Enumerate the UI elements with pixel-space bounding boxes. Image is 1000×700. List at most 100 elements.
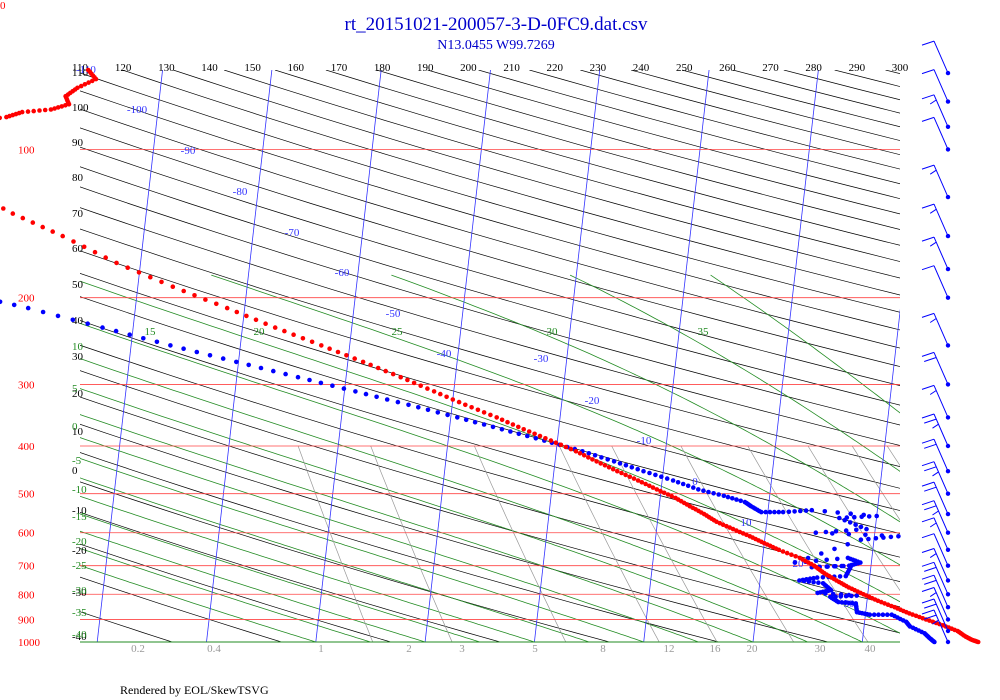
temperature-point: [92, 249, 98, 255]
dewpoint-point: [858, 524, 864, 530]
dewpoint-point: [873, 536, 879, 541]
temperature-point: [300, 336, 306, 341]
wind-barb-flag: [932, 619, 939, 625]
dewpoint-point: [814, 575, 820, 580]
temperature-point: [789, 552, 794, 557]
dewpoint-point: [592, 453, 598, 458]
dewpoint-point: [822, 509, 828, 514]
dewpoint-point: [832, 546, 837, 552]
dry-adiabat-label: 60: [72, 243, 84, 255]
dewpoint-point: [181, 346, 186, 352]
temperature-point: [390, 371, 396, 377]
dewpoint-point: [675, 480, 681, 485]
grid-layer: [80, 70, 900, 642]
temperature-point: [526, 429, 532, 434]
temperature-point: [606, 465, 612, 470]
top-axis-label: 120: [115, 62, 132, 74]
top-axis-label: 200: [460, 62, 477, 74]
dewpoint-point: [738, 498, 743, 504]
dewpoint-point: [730, 496, 735, 501]
wind-barb-point: [945, 70, 951, 76]
dewpoint-point: [168, 343, 173, 348]
temperature-point: [125, 265, 130, 271]
dry-adiabat-line: [80, 207, 900, 446]
wind-barb-flag: [929, 208, 937, 214]
mixing-ratio-label: 0.4: [207, 643, 221, 655]
top-axis-label: 130: [158, 62, 175, 74]
dewpoint-point: [395, 399, 401, 405]
dry-adiabat-line: [80, 272, 900, 511]
wind-barb-staff: [933, 562, 949, 595]
dewpoint-point: [586, 451, 592, 456]
temperature-point: [375, 365, 381, 371]
dewpoint-point: [843, 600, 848, 605]
mixing-ratio-label: 30: [815, 643, 827, 655]
wind-barb-flag: [929, 553, 937, 559]
temperature-point: [784, 550, 790, 556]
dewpoint-point: [40, 309, 46, 315]
wind-barb-flag: [921, 203, 935, 209]
dry-adiabat-line: [80, 423, 828, 642]
dry-adiabat-label: -40: [72, 631, 87, 643]
dewpoint-point: [481, 422, 487, 427]
dewpoint-point: [207, 353, 213, 358]
temperature-point: [643, 481, 648, 487]
dewpoint-point: [804, 577, 809, 582]
dry-adiabat-line: [80, 90, 900, 331]
wind-barb-flag: [921, 598, 935, 604]
temperature-point: [405, 377, 410, 383]
temperature-point: [797, 555, 803, 561]
isobar-label: 600: [18, 528, 35, 540]
temperature-point: [170, 284, 176, 290]
temperature-point: [42, 107, 48, 113]
dry-adiabat-line: [631, 70, 900, 141]
moist-adiabat-line: [80, 358, 863, 642]
temperature-point: [37, 108, 42, 113]
temperature-point: [214, 301, 219, 307]
temperature-point: [319, 343, 324, 348]
dry-adiabat-line: [80, 166, 900, 406]
wind-barb-flag: [924, 418, 937, 424]
top-axis-label: 230: [590, 62, 607, 74]
dewpoint-point: [445, 412, 450, 418]
wind-barb-flag: [921, 164, 935, 170]
temperature-point: [224, 305, 230, 311]
dewpoint-point: [220, 356, 226, 361]
temperature-point: [335, 349, 341, 355]
dewpoint-point: [711, 491, 716, 496]
wind-barb-flag: [921, 533, 935, 539]
dry-adiabat-label: -10: [72, 505, 87, 517]
temperature-point: [510, 422, 516, 427]
wind-barb-staff: [933, 385, 949, 418]
isotherm-label: -70: [285, 227, 300, 239]
isotherm-label: 10: [741, 517, 753, 529]
temperature-point: [50, 229, 55, 234]
dewpoint-point: [472, 419, 478, 425]
wind-barb-flag: [921, 116, 935, 122]
moist-adiabat-line: [80, 414, 754, 642]
dewpoint-point: [879, 533, 885, 538]
moist-left-label: -40: [72, 629, 87, 641]
isotherm-line: [424, 70, 491, 642]
dry-adiabat-label: 110: [72, 67, 89, 79]
dewpoint-point: [85, 321, 90, 327]
moist-adiabat-label: 35: [698, 326, 710, 338]
dewpoint-point: [772, 509, 777, 515]
temperature-point: [181, 288, 186, 294]
temperature-point: [327, 346, 332, 352]
wind-barb-staff: [933, 548, 949, 581]
dewpoint-point: [664, 476, 670, 481]
isotherm-label: 0: [692, 476, 698, 488]
temperature-point: [30, 220, 36, 225]
wind-barb-staff: [933, 69, 949, 102]
dewpoint-point: [811, 575, 816, 581]
dewpoint-point: [888, 534, 894, 540]
dewpoint-point: [835, 510, 840, 515]
moist-adiabat-line: [211, 274, 900, 566]
temperature-point: [75, 85, 80, 91]
dewpoint-point: [611, 459, 617, 464]
moist-adiabat-line: [80, 548, 371, 642]
temperature-point: [31, 108, 36, 114]
wind-barb-flag: [921, 40, 935, 46]
